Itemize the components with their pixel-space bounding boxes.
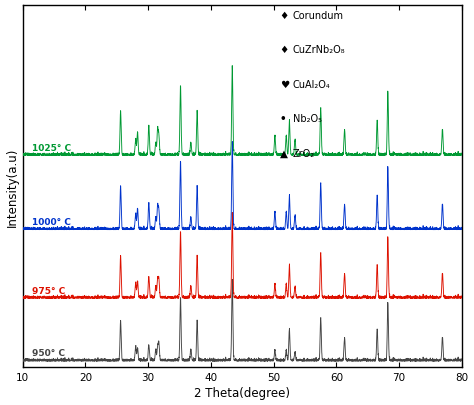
Text: ♦: ♦ <box>280 45 289 55</box>
X-axis label: 2 Theta(degree): 2 Theta(degree) <box>194 386 290 399</box>
Text: 975° C: 975° C <box>32 286 65 295</box>
Text: ♥: ♥ <box>280 80 289 90</box>
Y-axis label: Intensity(a.u): Intensity(a.u) <box>6 147 18 226</box>
Text: ▲: ▲ <box>280 149 288 158</box>
Text: ZrO₂: ZrO₂ <box>293 149 315 158</box>
Text: Nb₂O₅: Nb₂O₅ <box>293 114 322 124</box>
Text: ♦: ♦ <box>280 11 289 21</box>
Text: 950° C: 950° C <box>32 349 65 358</box>
Text: 1000° C: 1000° C <box>32 217 71 226</box>
Text: 1025° C: 1025° C <box>32 143 71 152</box>
Text: CuZrNb₂O₈: CuZrNb₂O₈ <box>293 45 346 55</box>
Text: Corundum: Corundum <box>293 11 344 21</box>
Text: •: • <box>280 114 286 124</box>
Text: CuAl₂O₄: CuAl₂O₄ <box>293 80 330 90</box>
